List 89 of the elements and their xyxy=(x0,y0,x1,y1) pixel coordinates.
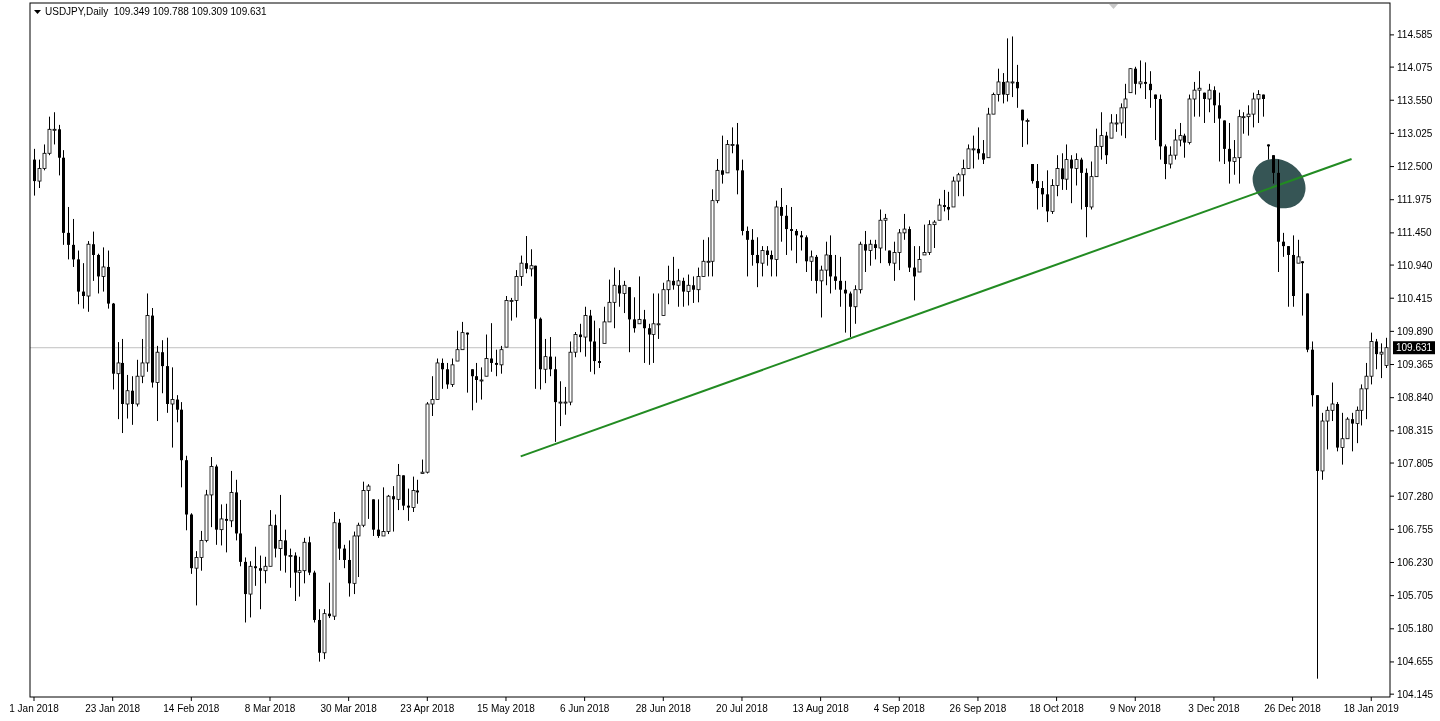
candlestick xyxy=(396,463,401,511)
y-tick-label: 110.940 xyxy=(1397,259,1433,271)
candlestick xyxy=(1036,163,1039,210)
candlestick xyxy=(1041,180,1044,208)
x-tick-label: 30 Mar 2018 xyxy=(320,703,378,714)
x-tick-label: 6 Jun 2018 xyxy=(559,703,610,714)
candlestick xyxy=(450,358,455,388)
candlestick xyxy=(1138,59,1143,89)
candlestick xyxy=(1149,70,1152,109)
x-tick-label: 23 Jan 2018 xyxy=(85,703,141,714)
candlestick xyxy=(1123,83,1128,139)
y-tick-label: 106.755 xyxy=(1397,523,1434,535)
x-tick-label: 4 Sep 2018 xyxy=(873,703,926,714)
x-tick-label: 9 Nov 2018 xyxy=(1109,703,1162,714)
candlestick xyxy=(795,228,798,264)
candlestick xyxy=(1267,143,1270,161)
candlestick xyxy=(785,204,788,256)
candlestick xyxy=(676,268,681,308)
x-tick-label: 23 Apr 2018 xyxy=(400,703,455,714)
x-tick-label: 1 Jan 2018 xyxy=(9,703,60,714)
y-tick-label: 114.075 xyxy=(1397,61,1433,73)
candlestick xyxy=(1031,163,1034,185)
candlestick xyxy=(1287,245,1290,308)
candlestick xyxy=(790,206,793,252)
y-tick-label: 107.805 xyxy=(1397,457,1434,469)
candlestick xyxy=(839,256,842,308)
candlestick xyxy=(917,245,922,273)
y-tick-label: 112.500 xyxy=(1397,161,1433,173)
candlestick xyxy=(1272,154,1275,185)
candlestick xyxy=(484,334,489,377)
candlestick xyxy=(471,368,474,411)
candlestick xyxy=(868,239,873,267)
candlestick xyxy=(1128,67,1133,94)
candlestick xyxy=(746,226,749,277)
y-tick-label: 113.550 xyxy=(1397,94,1433,106)
x-tick-label: 26 Dec 2018 xyxy=(1264,703,1322,714)
y-tick-label: 114.585 xyxy=(1397,29,1433,41)
y-tick-label: 105.705 xyxy=(1397,590,1434,602)
ref-line-label: 109.631 xyxy=(1396,342,1433,354)
x-tick-label: 20 Jul 2018 xyxy=(716,703,769,714)
candlestick xyxy=(72,218,75,268)
candlestick xyxy=(598,327,601,369)
y-tick-label: 111.450 xyxy=(1397,227,1433,239)
y-tick-label: 109.890 xyxy=(1397,325,1434,337)
x-tick-label: 18 Oct 2018 xyxy=(1029,703,1085,714)
y-tick-label: 105.180 xyxy=(1397,623,1434,635)
y-tick-label: 107.280 xyxy=(1397,490,1434,502)
candlestick xyxy=(1154,94,1157,141)
candlestick xyxy=(1021,109,1024,148)
candlestick xyxy=(499,345,504,375)
candlestick xyxy=(170,366,175,449)
x-tick-label: 14 Feb 2018 xyxy=(163,703,220,714)
candlestick xyxy=(479,366,484,401)
y-tick-label: 109.365 xyxy=(1397,359,1434,371)
candlestick xyxy=(67,206,70,260)
x-tick-label: 15 May 2018 xyxy=(477,703,536,714)
candlestick xyxy=(583,306,588,358)
candlestick xyxy=(343,544,346,569)
y-tick-label: 104.655 xyxy=(1397,656,1434,668)
x-tick-label: 28 Jun 2018 xyxy=(635,703,692,714)
y-tick-label: 108.840 xyxy=(1397,392,1434,404)
candlestick xyxy=(1025,118,1030,145)
candlestick xyxy=(593,320,596,375)
x-tick-label: 13 Aug 2018 xyxy=(792,703,850,714)
x-tick-label: 26 Sep 2018 xyxy=(949,703,1007,714)
y-tick-label: 111.975 xyxy=(1397,194,1433,206)
candlestick xyxy=(1218,92,1221,162)
candlestick xyxy=(1074,152,1079,186)
candlestick xyxy=(760,245,765,277)
y-tick-label: 104.145 xyxy=(1397,688,1434,700)
candlestick xyxy=(686,274,691,306)
candlestick xyxy=(278,494,283,572)
candlestick xyxy=(937,198,942,221)
candlestick xyxy=(637,275,642,325)
y-tick-label: 108.315 xyxy=(1397,425,1434,437)
candlestick xyxy=(800,230,803,252)
y-tick-label: 110.415 xyxy=(1397,292,1433,304)
x-tick-label: 8 Mar 2018 xyxy=(244,703,296,714)
candlestick xyxy=(411,476,416,513)
candlestick xyxy=(1064,143,1069,191)
candlestick xyxy=(751,228,754,267)
chart-title: USDJPY,Daily 109.349 109.788 109.309 109.631 xyxy=(45,6,268,17)
y-tick-label: 106.230 xyxy=(1397,556,1434,568)
y-tick-label: 113.025 xyxy=(1397,127,1433,139)
candlestick xyxy=(1282,232,1285,258)
x-tick-label: 3 Dec 2018 xyxy=(1188,703,1240,714)
candlestick xyxy=(1207,83,1212,113)
x-tick-label: 18 Jan 2019 xyxy=(1343,703,1400,714)
candlestick xyxy=(834,254,837,291)
